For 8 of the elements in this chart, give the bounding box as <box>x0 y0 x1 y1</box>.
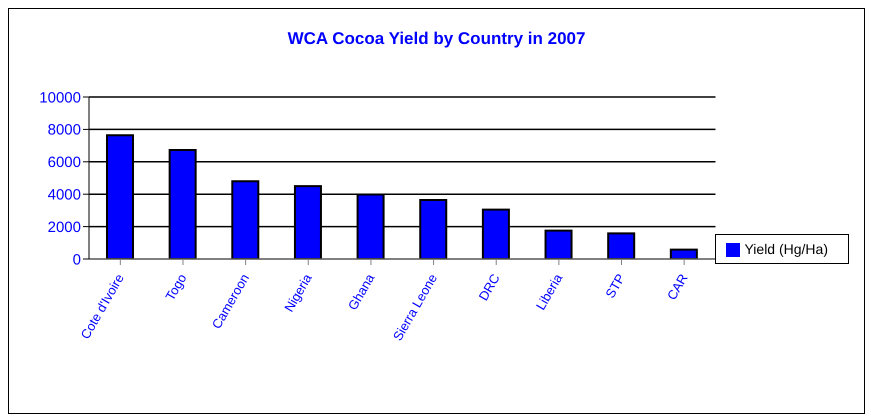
y-tick-label: 10000 <box>39 89 81 106</box>
y-tick-label: 4000 <box>48 186 81 204</box>
legend-label: Yield (Hg/Ha) <box>744 240 828 257</box>
chart-title: WCA Cocoa Yield by Country in 2007 <box>286 29 586 49</box>
y-tick-label: 8000 <box>48 122 81 139</box>
y-tick-label: 6000 <box>48 154 81 172</box>
y-tick-label: 2000 <box>48 218 81 236</box>
y-tick-label: 0 <box>72 251 81 268</box>
